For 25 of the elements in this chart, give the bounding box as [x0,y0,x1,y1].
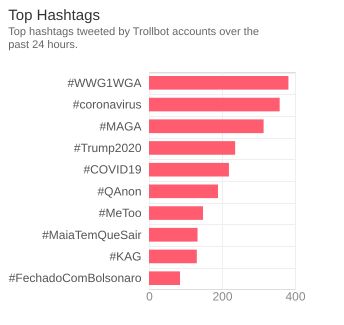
y-tick-label: #WWG1WGA [68,76,142,90]
bar [149,271,180,285]
x-tick-label: 200 [212,290,233,304]
y-tick-label: #COVID19 [83,162,142,177]
bar [149,228,198,242]
bar [149,76,288,90]
y-tick-label: #FechadoComBolsonaro [8,271,142,286]
y-tick-label: #QAnon [97,184,142,198]
chart-subtitle: Top hashtags tweeted by Trollbot accounts over the past 24 hours. [8,26,259,51]
y-tick-label: #Trump2020 [74,140,142,155]
bar [149,119,264,134]
bar [149,206,204,220]
y-tick-label: #MAGA [99,119,142,134]
y-tick-label: #coronavirus [72,98,142,112]
y-tick-label: #MaiaTemQueSair [42,228,142,242]
y-tick-label: #MeToo [98,206,142,220]
chart-title: Top Hashtags [8,7,100,24]
bar [149,250,197,264]
bar [149,162,229,176]
x-tick-label: 400 [285,290,306,304]
bar [149,141,236,155]
y-tick-label: #KAG [109,249,142,264]
bar [149,184,218,198]
x-tick-label: 0 [146,290,154,304]
bar [149,98,280,112]
